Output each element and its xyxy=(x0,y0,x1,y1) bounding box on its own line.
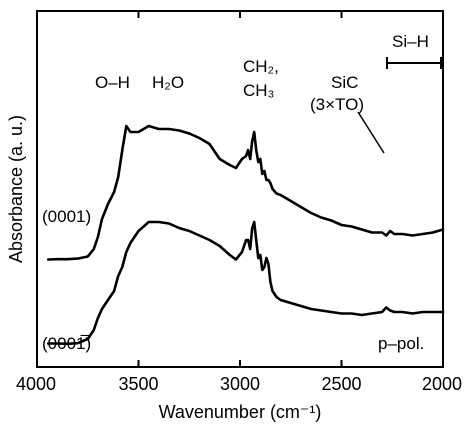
series-label-000-1bar: (0001̅) xyxy=(42,334,91,353)
x-axis-ticks xyxy=(36,11,444,367)
series-label-0001: (0001) xyxy=(42,207,91,226)
spectra xyxy=(46,124,445,346)
h2o-label: H₂O xyxy=(152,73,184,92)
x-tick-label: 3000 xyxy=(220,374,260,394)
sic-label: SiC xyxy=(331,73,358,92)
sih-range-bracket xyxy=(386,57,442,69)
x-tick-label: 2500 xyxy=(321,374,361,394)
x-axis-tick-labels: 4000 3500 3000 2500 2000 xyxy=(16,374,462,394)
plot-frame xyxy=(36,10,444,368)
ch2-label: CH₂, xyxy=(243,57,279,76)
spectrum-line-0001 xyxy=(46,124,445,261)
spectrum-line-000-1bar xyxy=(46,220,445,346)
sic-mode-label: (3×TO) xyxy=(310,95,364,114)
y-axis-title: Absorbance (a. u.) xyxy=(6,115,26,263)
x-tick-label: 3500 xyxy=(118,374,158,394)
sic-leader-line xyxy=(357,111,385,154)
x-axis-title: Wavenumber (cm⁻¹) xyxy=(159,402,322,422)
oh-label: O–H xyxy=(95,73,130,92)
ch3-label: CH₃ xyxy=(243,81,274,100)
polarization-label: p–pol. xyxy=(378,334,424,353)
x-tick-label: 4000 xyxy=(16,374,56,394)
x-tick-label: 2000 xyxy=(422,374,462,394)
sih-label: Si–H xyxy=(392,32,429,51)
